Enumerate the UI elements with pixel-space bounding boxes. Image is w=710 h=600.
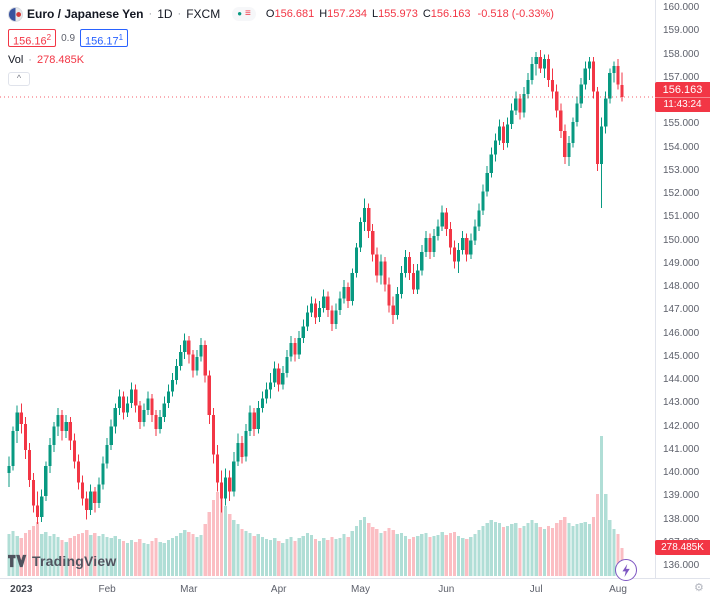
- high-value: 157.234: [327, 8, 367, 20]
- buy-button[interactable]: 156.171: [80, 29, 129, 48]
- ohlc-values: O156.681 H157.234 L155.973 C156.163 -0.5…: [265, 8, 554, 20]
- symbol-title[interactable]: Euro / Japanese Yen: [27, 7, 144, 21]
- symbol-logo-icon: [8, 6, 23, 22]
- dot-icon: ●: [237, 9, 243, 18]
- price-tick-label: 159.000: [663, 25, 700, 37]
- price-tick-label: 160.000: [663, 2, 700, 13]
- price-tick-label: 144.000: [663, 374, 700, 385]
- volume-row: Vol · 278.485K: [8, 54, 554, 66]
- price-tick-label: 150.000: [663, 234, 700, 246]
- time-tick-label: Aug: [609, 584, 627, 595]
- price-tick-label: 136.000: [663, 560, 700, 571]
- time-tick-label: Jul: [529, 584, 543, 595]
- instant-trading-button[interactable]: [615, 559, 637, 581]
- time-tick-label: Jun: [438, 584, 455, 595]
- interval-label[interactable]: 1D: [157, 7, 173, 21]
- menu-lines-icon: ≡: [245, 8, 251, 19]
- time-tick-label: Feb: [98, 584, 116, 595]
- price-tick-label: 151.000: [663, 211, 700, 223]
- price-tick-label: 147.000: [663, 304, 700, 316]
- price-tick-label: 152.000: [663, 188, 700, 199]
- price-tick-label: 142.000: [663, 420, 700, 432]
- price-tick-label: 143.000: [663, 397, 700, 409]
- exchange-label[interactable]: FXCM: [186, 7, 221, 21]
- legend: Euro / Japanese Yen · 1D · FXCM ● ≡ O156…: [8, 5, 554, 86]
- current-volume-badge: 278.485K: [655, 540, 710, 555]
- candlestick-chart[interactable]: [0, 0, 656, 578]
- price-tick-label: 157.000: [663, 71, 700, 83]
- time-tick-label: Apr: [270, 584, 287, 595]
- time-tick-label: Mar: [180, 584, 198, 595]
- bar-countdown: 11:43:24: [655, 97, 710, 112]
- time-axis[interactable]: 2023 Feb Mar Apr May Jun Jul Aug: [0, 578, 710, 600]
- price-tick-label: 148.000: [663, 281, 700, 292]
- time-tick-label: 2023: [10, 584, 33, 595]
- axis-settings-icon[interactable]: ⚙: [694, 582, 704, 594]
- separator: ·: [177, 8, 182, 20]
- price-tick-label: 141.000: [663, 443, 700, 455]
- time-tick-label: May: [351, 584, 370, 595]
- price-tick-label: 154.000: [663, 141, 700, 153]
- tradingview-logo[interactable]: TradingView: [8, 553, 116, 569]
- current-price-badge: 156.163 11:43:24: [655, 82, 710, 113]
- sell-button[interactable]: 156.162: [8, 29, 57, 48]
- current-price-value: 156.163: [662, 84, 703, 97]
- close-value: 156.163: [430, 8, 471, 20]
- separator: ·: [148, 8, 153, 20]
- legend-collapse-button[interactable]: ^: [8, 72, 30, 86]
- lightning-bolt-icon: [621, 563, 630, 577]
- volume-value: 278.485K: [36, 54, 85, 66]
- price-tick-label: 145.000: [663, 350, 700, 362]
- open-value: 156.681: [274, 8, 315, 20]
- tradingview-logo-icon: [8, 554, 27, 568]
- legend-mini-icons[interactable]: ● ≡: [232, 7, 256, 21]
- price-tick-label: 155.000: [663, 118, 700, 130]
- quote-row: 156.162 0.9 156.171: [8, 29, 554, 48]
- price-tick-label: 139.000: [663, 490, 700, 502]
- price-tick-label: 158.000: [663, 48, 700, 60]
- low-value: 155.973: [378, 8, 418, 20]
- change-value: -0.518 (-0.33%): [477, 8, 554, 20]
- price-tick-label: 140.000: [663, 467, 700, 478]
- separator: ·: [28, 54, 32, 66]
- price-tick-label: 149.000: [663, 257, 700, 269]
- price-tick-label: 146.000: [663, 327, 700, 339]
- volume-label: Vol: [8, 54, 24, 66]
- spread-value: 0.9: [61, 32, 76, 44]
- price-tick-label: 138.000: [663, 513, 700, 525]
- tradingview-logo-text: TradingView: [32, 553, 117, 569]
- legend-symbol-row: Euro / Japanese Yen · 1D · FXCM ● ≡ O156…: [8, 5, 554, 23]
- price-tick-label: 153.000: [663, 164, 700, 176]
